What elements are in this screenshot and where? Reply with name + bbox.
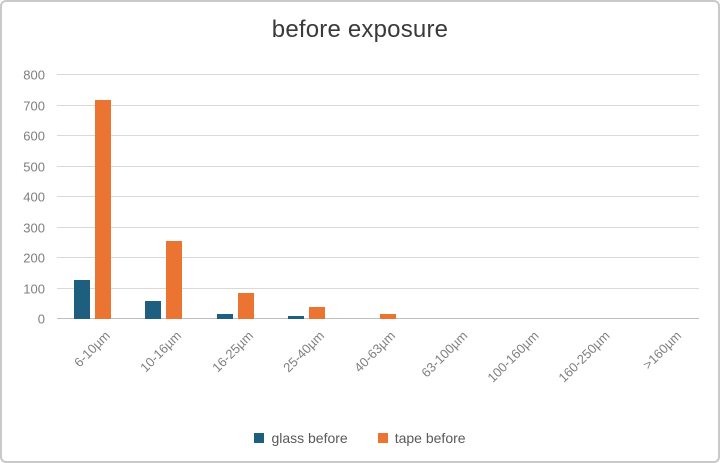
x-tick-label: 40-63µm: [351, 328, 399, 376]
y-tick-label: 0: [37, 311, 45, 327]
bar-group: [342, 75, 413, 319]
legend-swatch-icon: [377, 433, 388, 443]
y-tick-label: 800: [23, 67, 45, 83]
bar-group: [414, 75, 485, 319]
x-tick-label: 63-100µm: [417, 328, 470, 381]
gridline: [57, 135, 699, 136]
bar-tape-before: [380, 313, 397, 319]
x-tick-label: 10-16µm: [137, 328, 185, 376]
gridline: [57, 196, 699, 197]
y-tick-label: 700: [23, 98, 45, 113]
bar-group: [271, 75, 342, 319]
bar-group: [57, 75, 128, 319]
bar-glass-before: [288, 315, 305, 319]
y-tick-label: 500: [23, 159, 45, 174]
bar-glass-before: [145, 300, 162, 319]
y-tick-label: 200: [23, 250, 45, 266]
bar-group: [128, 75, 199, 319]
bar-tape-before: [237, 292, 254, 319]
x-tick-label: 160-250µm: [555, 328, 613, 386]
gridline: [57, 257, 699, 258]
legend-label: glass before: [271, 430, 348, 446]
gridline: [57, 165, 699, 167]
bar-tape-before: [95, 100, 112, 319]
y-tick-label: 300: [23, 220, 45, 235]
bar-group: [485, 75, 556, 319]
y-tick-label: 600: [23, 128, 45, 144]
legend-swatch-icon: [254, 433, 265, 443]
chart-title: before exposure: [271, 16, 449, 43]
x-axis-line: [57, 318, 699, 319]
x-tick-label: 6-10µm: [71, 328, 114, 370]
bar-glass-before: [74, 279, 91, 319]
gridline: [57, 287, 699, 289]
bar-group: [200, 75, 271, 319]
bar-glass-before: [216, 314, 233, 319]
bar-tape-before: [309, 307, 326, 319]
x-tick-label: 16-25µm: [208, 328, 256, 376]
bar-group: [556, 75, 627, 319]
bar-group: [628, 75, 699, 319]
y-tick-label: 400: [23, 189, 45, 205]
gridline: [57, 74, 699, 75]
plot-area: 0 100 200 300 400 500 600 700 800 6-10µm 10-16µm 1…: [23, 68, 699, 385]
x-tick-label: >160µm: [639, 328, 684, 373]
gridline: [57, 226, 699, 228]
x-tick-label: 100-160µm: [483, 328, 542, 386]
legend-item-tape-before: tape before: [377, 430, 466, 446]
gridline: [57, 104, 699, 106]
x-tick-label: 25-40µm: [280, 328, 328, 376]
legend-label: tape before: [394, 430, 466, 446]
legend-item-glass-before: glass before: [254, 430, 348, 446]
bar-tape-before: [166, 240, 183, 319]
y-tick-label: 100: [23, 281, 45, 296]
legend: glass before tape before: [2, 430, 718, 446]
